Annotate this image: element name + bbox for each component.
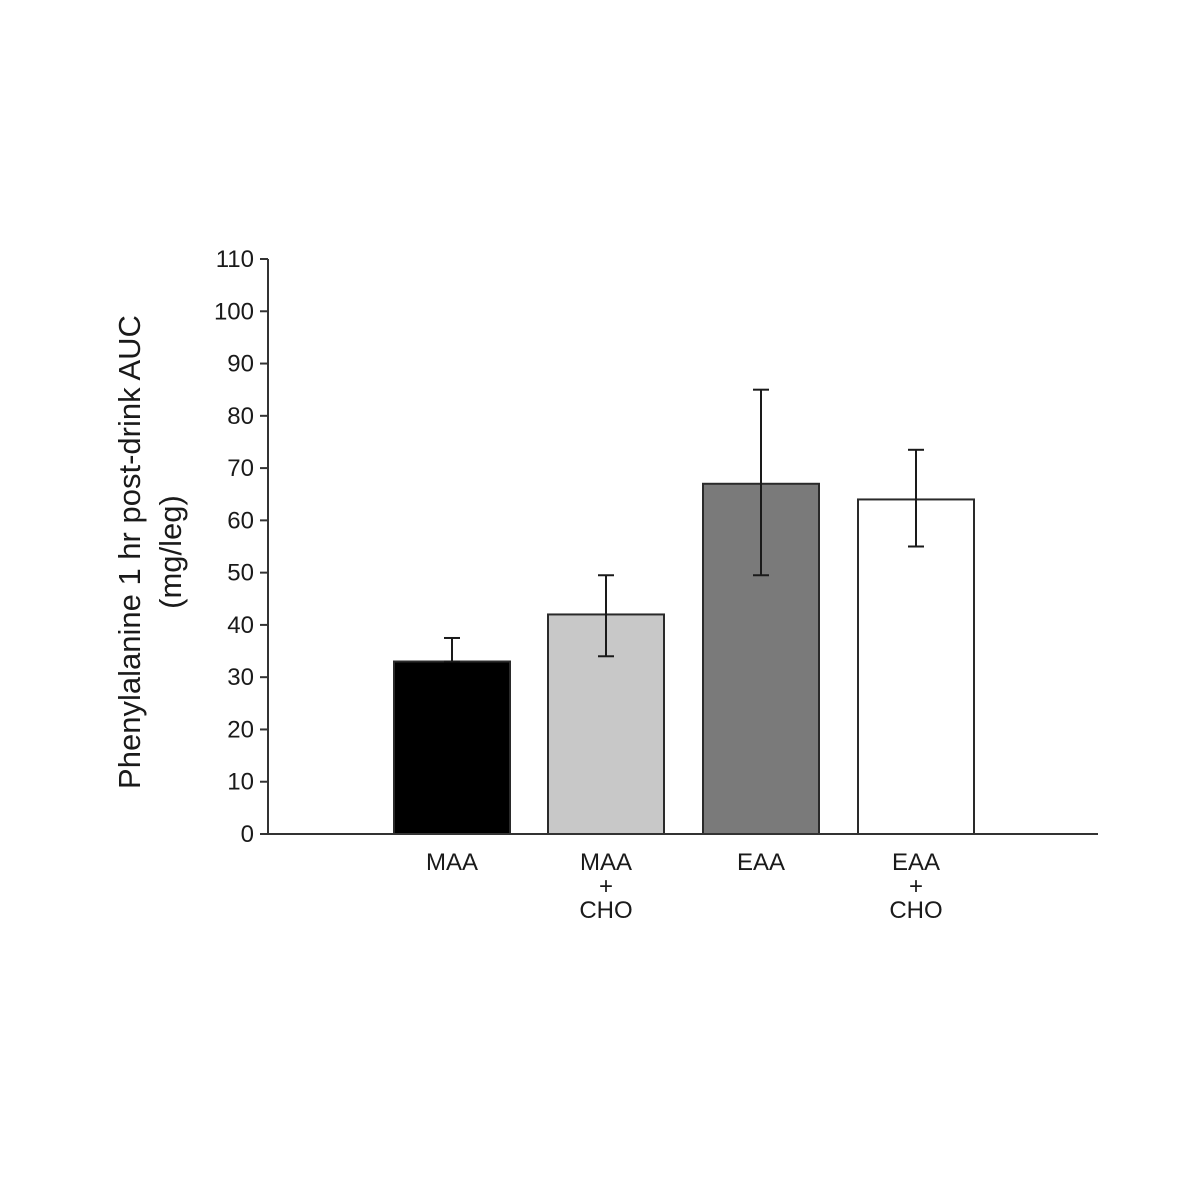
category-label-0-line-0: MAA — [426, 849, 478, 876]
y-tick-label-11: 110 — [216, 246, 254, 273]
y-tick-label-8: 80 — [227, 403, 254, 430]
y-axis-label-line-1: (mg/leg) — [153, 495, 188, 609]
y-tick-label-10: 100 — [214, 298, 254, 325]
category-label-2-line-0: EAA — [737, 849, 785, 876]
y-tick-label-4: 40 — [227, 612, 254, 639]
category-label-1-line-2: CHO — [579, 897, 632, 924]
y-tick-label-3: 30 — [227, 664, 254, 691]
category-label-3-line-1: + — [909, 873, 923, 900]
y-tick-label-5: 50 — [227, 560, 254, 587]
category-label-3-line-2: CHO — [889, 897, 942, 924]
y-tick-label-2: 20 — [227, 716, 254, 743]
y-tick-label-9: 90 — [227, 351, 254, 378]
y-tick-label-0: 0 — [241, 821, 254, 848]
category-label-1-line-0: MAA — [580, 849, 632, 876]
y-axis-label-line-0: Phenylalanine 1 hr post-drink AUC — [112, 315, 147, 789]
bar-0 — [393, 660, 511, 835]
bar-3 — [857, 498, 975, 835]
category-label-1-line-1: + — [599, 873, 613, 900]
category-label-3-line-0: EAA — [892, 849, 940, 876]
y-tick-label-7: 70 — [227, 455, 254, 482]
y-tick-label-1: 10 — [227, 769, 254, 796]
y-tick-label-6: 60 — [227, 507, 254, 534]
